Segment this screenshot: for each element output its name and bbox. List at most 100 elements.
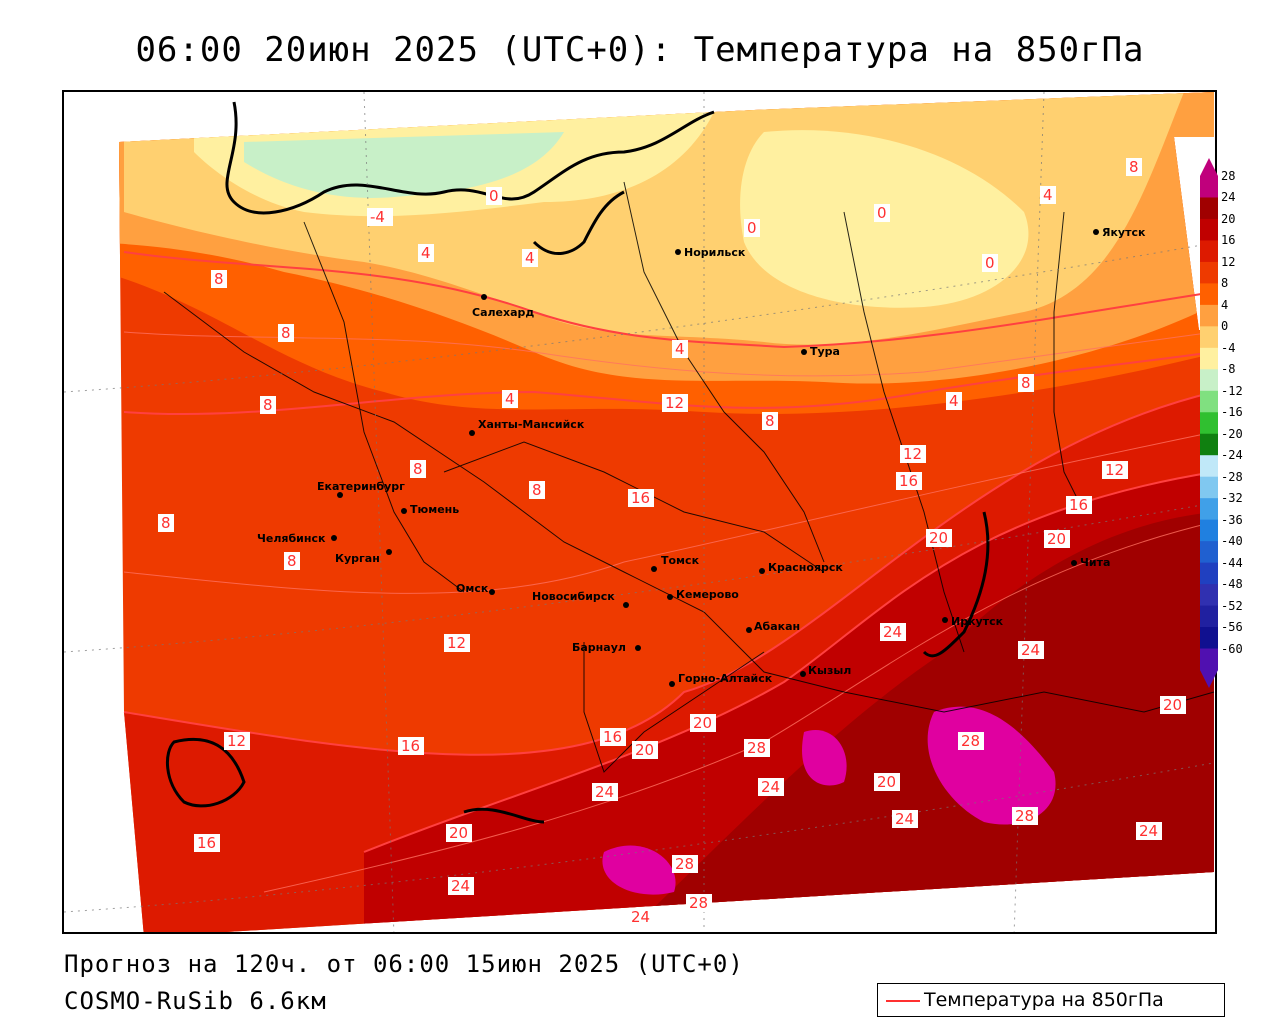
svg-text:8: 8 <box>263 396 273 414</box>
isotherm-label: 12 <box>444 634 470 652</box>
isotherm-label: 16 <box>194 834 220 852</box>
colorbar-swatch <box>1200 605 1218 628</box>
city-tura: Тура <box>801 345 840 358</box>
city-label: Якутск <box>1102 226 1146 239</box>
city-kyzyl: Кызыл <box>800 664 851 677</box>
isotherm-label: 28 <box>958 732 984 750</box>
svg-text:8: 8 <box>214 270 224 288</box>
isotherm-label: 8 <box>1126 158 1142 176</box>
colorbar-tick-label: -60 <box>1221 641 1243 656</box>
isotherm-label: 24 <box>1136 822 1162 840</box>
isotherm-label: 8 <box>1018 374 1034 392</box>
svg-text:0: 0 <box>489 187 499 205</box>
isotherm-label: 4 <box>522 249 538 267</box>
colorbar-swatch <box>1200 519 1218 542</box>
svg-text:12: 12 <box>903 445 922 463</box>
legend-label: Температура на 850гПа <box>924 989 1164 1011</box>
city-label: Тура <box>810 345 840 358</box>
isotherm-label: 24 <box>758 778 784 796</box>
colorbar-tick-label: -44 <box>1221 555 1243 570</box>
isotherm-label: 20 <box>632 741 658 759</box>
isotherm-label: 0 <box>486 187 502 205</box>
isotherm-label: 8 <box>529 481 545 499</box>
colorbar-tick-label: 12 <box>1221 254 1236 269</box>
colorbar-tick-label: 20 <box>1221 211 1236 226</box>
colorbar-tick-label: 8 <box>1221 276 1229 291</box>
city-yekaterinburg: Екатеринбург <box>317 480 405 498</box>
svg-text:16: 16 <box>197 834 216 852</box>
colorbar <box>1200 158 1218 688</box>
city-label: Горно-Алтайск <box>678 672 773 685</box>
svg-text:4: 4 <box>949 392 959 410</box>
legend-line-swatch <box>886 1000 920 1002</box>
city-tomsk: Томск <box>651 554 700 572</box>
isotherm-label: 8 <box>410 460 426 478</box>
isotherm-label: 12 <box>662 394 688 412</box>
colorbar-tick-label: 4 <box>1221 297 1229 312</box>
svg-text:24: 24 <box>761 778 780 796</box>
svg-text:28: 28 <box>689 894 708 912</box>
svg-text:24: 24 <box>883 623 902 641</box>
svg-text:16: 16 <box>899 472 918 490</box>
coastline <box>165 101 990 824</box>
colorbar-swatch <box>1200 648 1218 671</box>
isotherm-label: 16 <box>600 728 626 746</box>
isotherm-label: 8 <box>260 396 276 414</box>
isotherm-labels: -4 0 0 0 0 4 4 4 4 4 4 8 8 8 8 8 8 8 8 8… <box>158 158 1186 926</box>
colorbar-tick-label: -8 <box>1221 362 1236 377</box>
svg-text:8: 8 <box>765 412 775 430</box>
isotherm-label: 0 <box>744 219 760 237</box>
svg-text:28: 28 <box>1015 807 1034 825</box>
city-omsk: Омск <box>456 582 495 595</box>
map-title: 06:00 20июн 2025 (UTC+0): Температура на… <box>135 30 1145 70</box>
temperature-zone-24 <box>624 512 1214 932</box>
colorbar-swatch <box>1200 261 1218 284</box>
city-label: Томск <box>661 554 700 567</box>
svg-text:16: 16 <box>1069 496 1088 514</box>
svg-text:8: 8 <box>281 324 291 342</box>
svg-text:16: 16 <box>401 737 420 755</box>
isotherm-label: 20 <box>926 529 952 547</box>
colorbar-swatch <box>1200 541 1218 564</box>
colorbar-arrow-bottom <box>1200 670 1218 688</box>
city-irkutsk: Иркутск <box>942 615 1004 628</box>
colorbar-tick-label: 28 <box>1221 169 1236 183</box>
isotherm-label: 8 <box>284 552 300 570</box>
svg-text:24: 24 <box>451 877 470 895</box>
isotherm-label: 20 <box>874 773 900 791</box>
svg-text:24: 24 <box>895 810 914 828</box>
city-abakan: Абакан <box>746 620 800 633</box>
svg-text:12: 12 <box>447 634 466 652</box>
hot-spot-28 <box>802 730 847 786</box>
isotherm-label: 12 <box>1102 461 1128 479</box>
colorbar-tick-label: -16 <box>1221 405 1243 420</box>
svg-text:0: 0 <box>877 204 887 222</box>
city-chita: Чита <box>1071 556 1110 569</box>
isotherm-label: 8 <box>158 514 174 532</box>
svg-text:4: 4 <box>525 249 535 267</box>
svg-text:24: 24 <box>595 783 614 801</box>
isotherm-label: 28 <box>744 739 770 757</box>
colorbar-swatch <box>1200 283 1218 306</box>
colorbar-tick-label: -4 <box>1221 340 1236 355</box>
svg-text:28: 28 <box>675 855 694 873</box>
colorbar-swatch <box>1200 627 1218 650</box>
svg-text:12: 12 <box>1105 461 1124 479</box>
city-label: Кемерово <box>676 588 739 601</box>
colorbar-scale <box>1200 158 1218 688</box>
city-salekhard: Салехард <box>472 294 534 319</box>
isotherm-label: 20 <box>690 714 716 732</box>
city-label: Абакан <box>754 620 800 633</box>
svg-text:12: 12 <box>227 732 246 750</box>
city-label: Иркутск <box>951 615 1004 628</box>
isotherm-label: 28 <box>672 855 698 873</box>
isotherm-label: 24 <box>628 908 654 926</box>
colorbar-tick-label: -52 <box>1221 598 1243 613</box>
city-yakutsk: Якутск <box>1093 226 1146 239</box>
city-label: Екатеринбург <box>317 480 405 493</box>
isotherm-label: 4 <box>418 244 434 262</box>
colorbar-swatch <box>1200 197 1218 220</box>
isotherm-label: 4 <box>502 390 518 408</box>
svg-text:0: 0 <box>985 254 995 272</box>
svg-text:20: 20 <box>693 714 712 732</box>
